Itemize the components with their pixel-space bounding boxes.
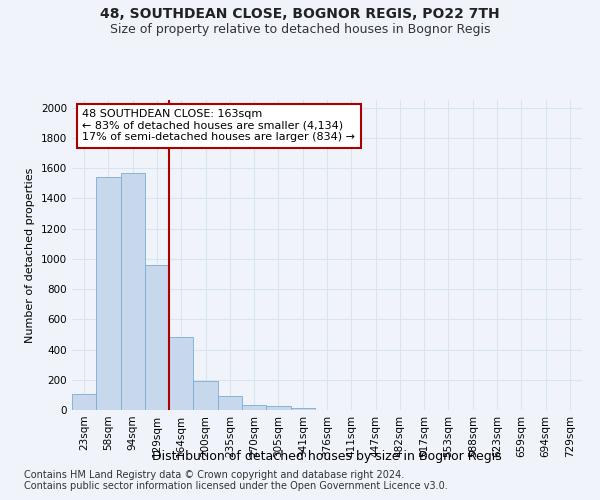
Text: 48 SOUTHDEAN CLOSE: 163sqm
← 83% of detached houses are smaller (4,134)
17% of s: 48 SOUTHDEAN CLOSE: 163sqm ← 83% of deta… [82,110,355,142]
Bar [266,406,290,410]
Bar [121,172,145,410]
Bar [169,338,193,410]
Text: 48, SOUTHDEAN CLOSE, BOGNOR REGIS, PO22 7TH: 48, SOUTHDEAN CLOSE, BOGNOR REGIS, PO22 … [100,8,500,22]
Text: Size of property relative to detached houses in Bognor Regis: Size of property relative to detached ho… [110,22,490,36]
Bar [290,408,315,410]
Bar [145,265,169,410]
Bar [193,382,218,410]
Bar [72,394,96,410]
Text: Contains HM Land Registry data © Crown copyright and database right 2024.: Contains HM Land Registry data © Crown c… [24,470,404,480]
Bar [96,177,121,410]
Text: Contains public sector information licensed under the Open Government Licence v3: Contains public sector information licen… [24,481,448,491]
Bar [242,404,266,410]
Text: Distribution of detached houses by size in Bognor Regis: Distribution of detached houses by size … [152,450,502,463]
Y-axis label: Number of detached properties: Number of detached properties [25,168,35,342]
Bar [218,396,242,410]
